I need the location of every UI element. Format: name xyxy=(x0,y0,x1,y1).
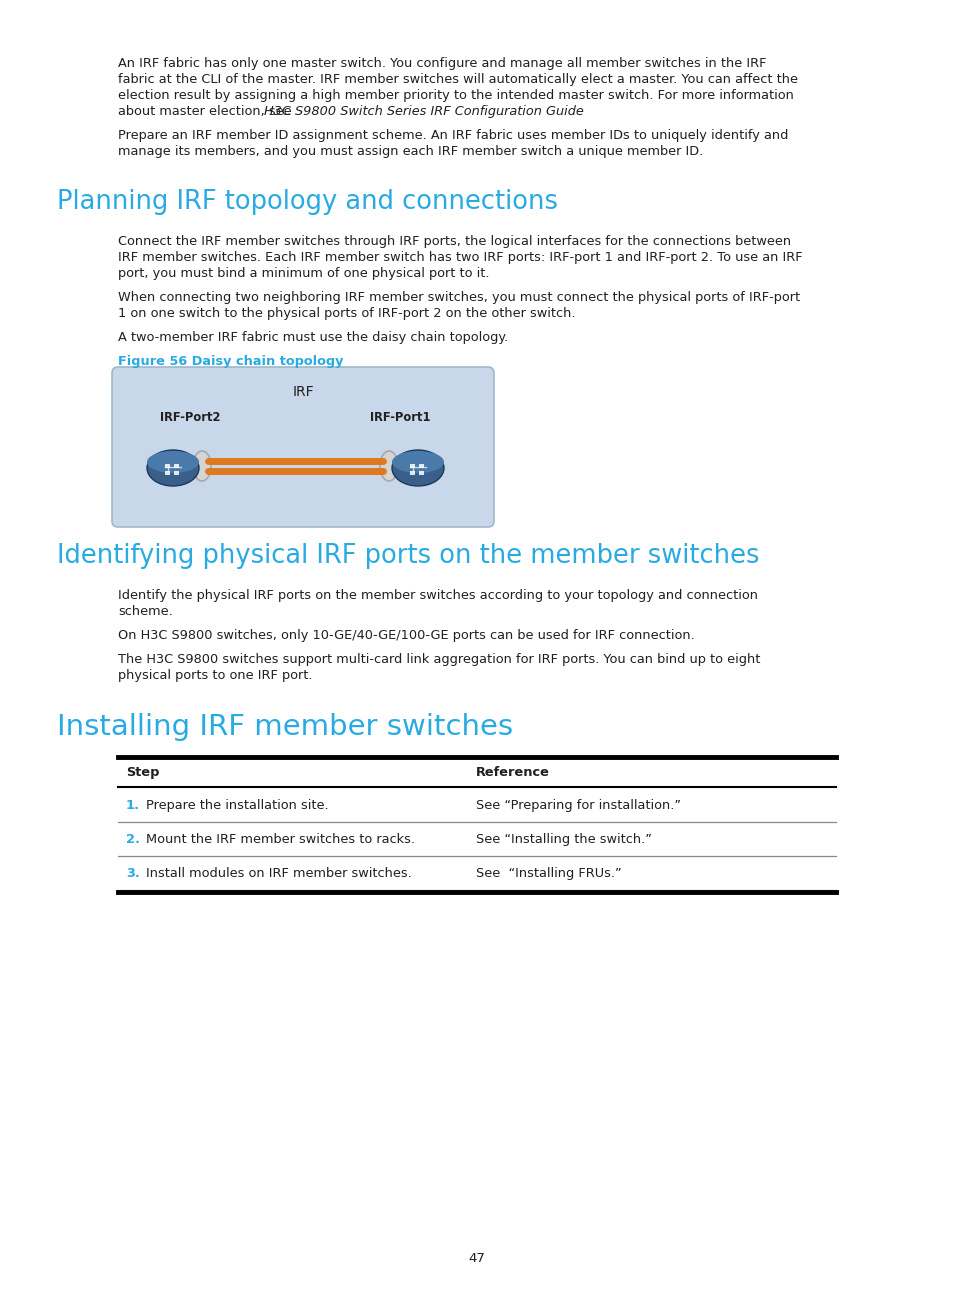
FancyBboxPatch shape xyxy=(112,367,494,527)
Text: An IRF fabric has only one master switch. You configure and manage all member sw: An IRF fabric has only one master switch… xyxy=(118,57,765,70)
Bar xyxy=(165,464,170,468)
Text: 47: 47 xyxy=(468,1252,485,1265)
Text: Mount the IRF member switches to racks.: Mount the IRF member switches to racks. xyxy=(146,833,415,846)
Bar xyxy=(173,470,179,474)
Bar xyxy=(418,470,423,474)
Text: IRF-Port2: IRF-Port2 xyxy=(159,411,220,424)
Text: scheme.: scheme. xyxy=(118,605,172,618)
Text: Connect the IRF member switches through IRF ports, the logical interfaces for th: Connect the IRF member switches through … xyxy=(118,235,790,248)
Text: H3C S9800 Switch Series IRF Configuration Guide: H3C S9800 Switch Series IRF Configuratio… xyxy=(264,105,583,118)
Bar xyxy=(165,470,170,474)
Bar xyxy=(410,470,415,474)
Text: IRF-Port1: IRF-Port1 xyxy=(370,411,430,424)
Text: Figure 56 Daisy chain topology: Figure 56 Daisy chain topology xyxy=(118,355,343,368)
Text: See “Preparing for installation.”: See “Preparing for installation.” xyxy=(476,800,680,813)
Text: The H3C S9800 switches support multi-card link aggregation for IRF ports. You ca: The H3C S9800 switches support multi-car… xyxy=(118,653,760,666)
Text: fabric at the CLI of the master. IRF member switches will automatically elect a : fabric at the CLI of the master. IRF mem… xyxy=(118,73,797,86)
Text: 1 on one switch to the physical ports of IRF-port 2 on the other switch.: 1 on one switch to the physical ports of… xyxy=(118,307,575,320)
Bar xyxy=(410,464,415,468)
Bar xyxy=(418,464,423,468)
Text: Identifying physical IRF ports on the member switches: Identifying physical IRF ports on the me… xyxy=(57,543,759,569)
Text: 3.: 3. xyxy=(126,867,140,880)
Text: Step: Step xyxy=(126,766,159,779)
Text: On H3C S9800 switches, only 10-GE/40-GE/100-GE ports can be used for IRF connect: On H3C S9800 switches, only 10-GE/40-GE/… xyxy=(118,629,694,642)
Text: election result by assigning a high member priority to the intended master switc: election result by assigning a high memb… xyxy=(118,89,793,102)
Text: Prepare the installation site.: Prepare the installation site. xyxy=(146,800,328,813)
Ellipse shape xyxy=(392,450,443,486)
Text: 2.: 2. xyxy=(126,833,140,846)
Ellipse shape xyxy=(379,451,397,481)
Text: See “Installing the switch.”: See “Installing the switch.” xyxy=(476,833,651,846)
Ellipse shape xyxy=(193,451,211,481)
Ellipse shape xyxy=(147,451,199,473)
Text: Installing IRF member switches: Installing IRF member switches xyxy=(57,713,513,741)
Text: about master election, see: about master election, see xyxy=(118,105,295,118)
Text: When connecting two neighboring IRF member switches, you must connect the physic: When connecting two neighboring IRF memb… xyxy=(118,292,800,305)
Text: See  “Installing FRUs.”: See “Installing FRUs.” xyxy=(476,867,621,880)
Ellipse shape xyxy=(392,451,443,473)
Text: manage its members, and you must assign each IRF member switch a unique member I: manage its members, and you must assign … xyxy=(118,145,702,158)
Text: .: . xyxy=(498,105,503,118)
Ellipse shape xyxy=(147,450,199,486)
Text: IRF: IRF xyxy=(292,385,314,399)
Text: 1.: 1. xyxy=(126,800,140,813)
Text: Install modules on IRF member switches.: Install modules on IRF member switches. xyxy=(146,867,412,880)
Text: port, you must bind a minimum of one physical port to it.: port, you must bind a minimum of one phy… xyxy=(118,267,489,280)
Text: Reference: Reference xyxy=(476,766,549,779)
Bar xyxy=(173,464,179,468)
Text: A two-member IRF fabric must use the daisy chain topology.: A two-member IRF fabric must use the dai… xyxy=(118,330,508,343)
Text: Planning IRF topology and connections: Planning IRF topology and connections xyxy=(57,189,558,215)
Text: IRF member switches. Each IRF member switch has two IRF ports: IRF-port 1 and IR: IRF member switches. Each IRF member swi… xyxy=(118,251,801,264)
Text: Prepare an IRF member ID assignment scheme. An IRF fabric uses member IDs to uni: Prepare an IRF member ID assignment sche… xyxy=(118,130,787,143)
Text: physical ports to one IRF port.: physical ports to one IRF port. xyxy=(118,669,313,682)
Text: Identify the physical IRF ports on the member switches according to your topolog: Identify the physical IRF ports on the m… xyxy=(118,588,758,603)
